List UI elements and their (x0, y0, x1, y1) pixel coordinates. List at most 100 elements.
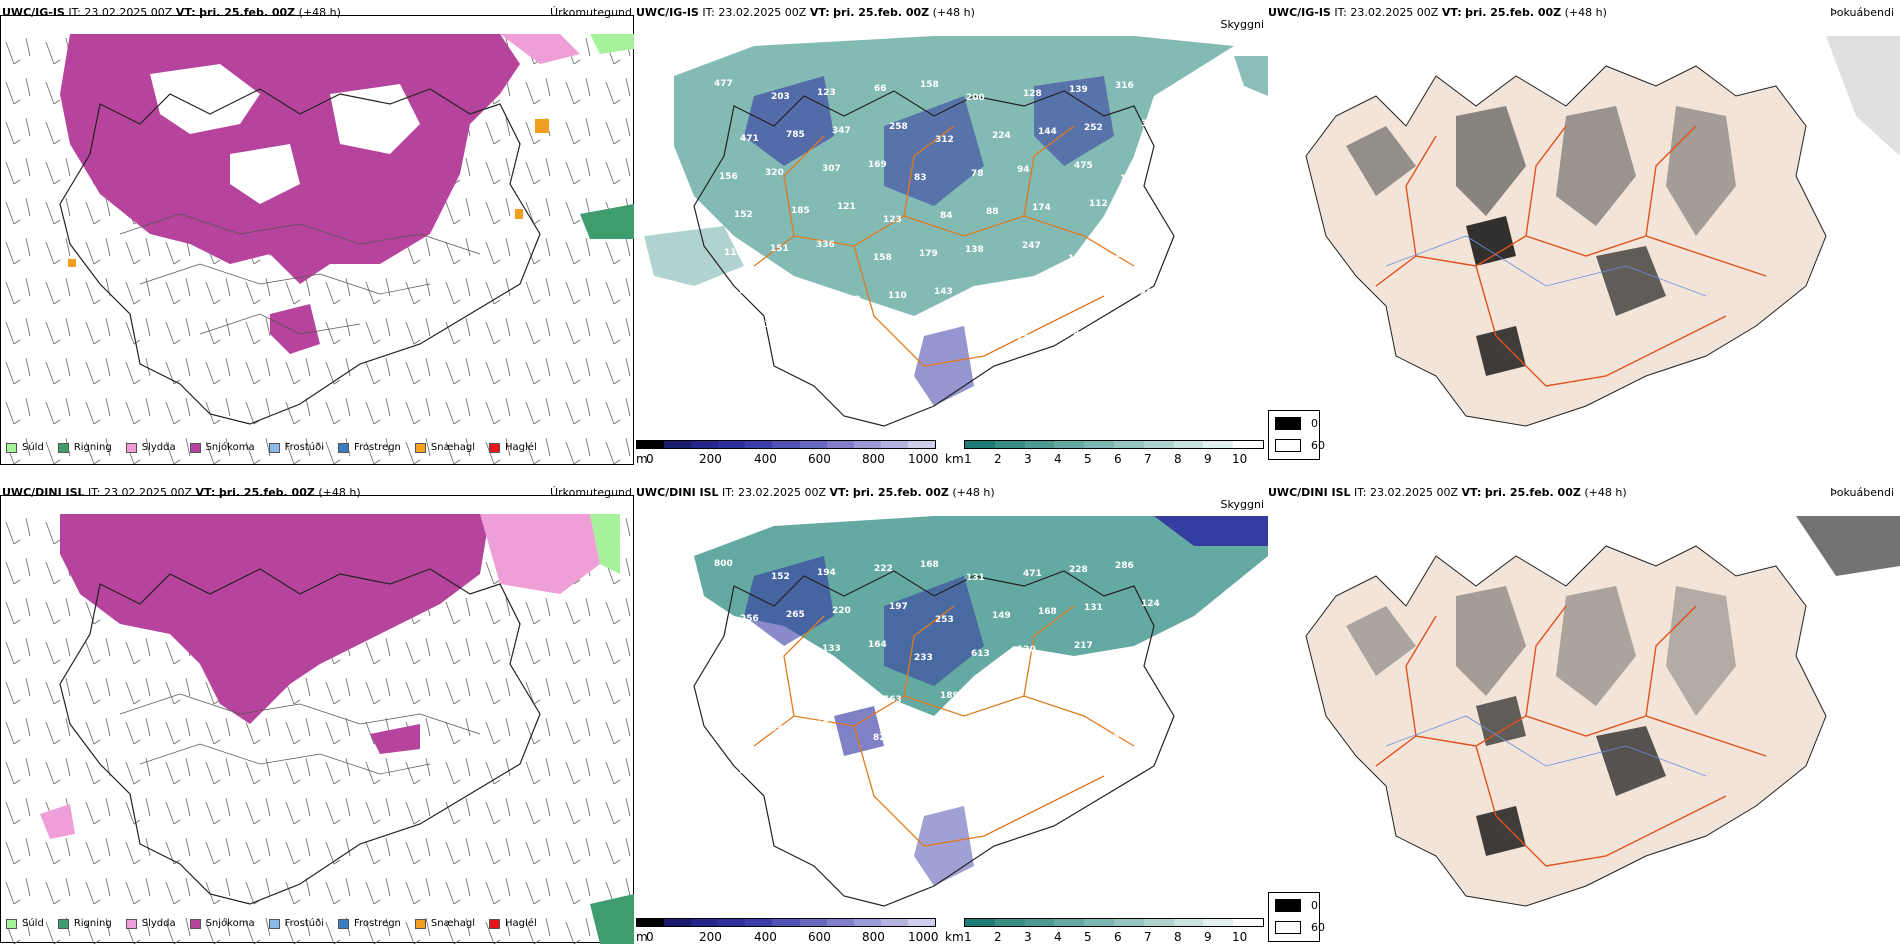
visibility-value: 153 (1037, 279, 1056, 289)
visibility-value: 265 (786, 610, 805, 620)
visibility-value: 233 (914, 653, 933, 663)
visibility-value: 123 (883, 215, 902, 225)
precip-type-map (0, 514, 634, 944)
vt-time: þri. 25.feb. 00Z (852, 486, 949, 499)
terrain-tick: 400 (754, 930, 777, 944)
visibility-value: 179 (919, 249, 938, 259)
fog-legend-swatch-60 (1275, 921, 1301, 934)
visibility-tick: 10 (1232, 930, 1248, 944)
terrain-colorbar (636, 918, 936, 927)
terrain-tick: 0 (646, 930, 654, 944)
visibility-value: 194 (837, 682, 856, 692)
visibility-value: 262 (842, 295, 861, 305)
visibility-value: 253 (935, 615, 954, 625)
it-time: 23.02.2025 00Z (84, 6, 173, 19)
visibility-value: 189 (1120, 654, 1139, 664)
legend-item-snow-pellets: Snæhagl (414, 918, 475, 929)
land-area (1305, 545, 1827, 907)
visibility-value: 152 (1114, 250, 1133, 260)
visibility-value: 118 (724, 248, 743, 258)
precip-legend: Súld Rigning Slydda Snjókoma Frostúði Fr… (6, 918, 537, 929)
visibility-value: 10 (842, 775, 855, 785)
vt-label: VT: (809, 6, 830, 19)
panel-header: UWC/DINI ISL IT: 23.02.2025 00Z VT: þri.… (636, 486, 995, 499)
fog-legend-swatch-0 (1275, 417, 1301, 430)
visibility-tick: 8 (1174, 452, 1182, 466)
vt-label: VT: (175, 6, 196, 19)
visibility-value: 189 (940, 691, 959, 701)
row-2: UWC/DINI ISL IT: 23.02.2025 00Z VT: þri.… (0, 480, 1900, 950)
visibility-value: 131 (1084, 603, 1103, 613)
visibility-tick: 5 (1084, 452, 1092, 466)
terrain-tick: 1000 (908, 452, 939, 466)
legend-item-freezing-rain: Frostregn (338, 442, 401, 453)
low-visibility-area (694, 516, 1268, 716)
visibility-value: 339 (1135, 692, 1154, 702)
visibility-value: 247 (1022, 241, 1041, 251)
fog-legend-label-0: 0 (1311, 899, 1318, 912)
visibility-value: 83 (986, 687, 999, 697)
visibility-map: 800 152 194 222 168 131 471 228 286 256 265 220 197 2… (693, 516, 1268, 907)
it-time: 23.02.2025 00Z (104, 486, 193, 499)
panel-title: Úrkomutegund (550, 486, 632, 499)
visibility-value: 21 (924, 325, 937, 335)
visibility-values: 477 203 123 66 158 200 128 139 316 471 785 347 258 31… (714, 79, 1160, 372)
visibility-value: 220 (832, 606, 851, 616)
visibility-value: 218 (1032, 683, 1051, 693)
visibility-tick: 6 (1114, 930, 1122, 944)
it-label: IT: (68, 6, 81, 19)
visibility-value: 144 (1038, 127, 1057, 137)
it-label: IT: (88, 486, 101, 499)
it-label: IT: (702, 6, 715, 19)
legend-item-drizzle: Súld (6, 918, 44, 929)
fog-index-map (1305, 36, 1900, 427)
model-name: UWC/IG-IS (2, 6, 65, 19)
visibility-value: 94 (1017, 165, 1030, 175)
vt-label: VT: (829, 486, 850, 499)
visibility-value: 269 (1140, 288, 1159, 298)
vt-time: þri. 25.feb. 00Z (1465, 6, 1562, 19)
fog-legend-swatch-60 (1275, 439, 1301, 452)
visibility-value: 800 (714, 559, 733, 569)
visibility-value: 471 (740, 134, 759, 144)
visibility-tick: 9 (1204, 930, 1212, 944)
legend-item-drizzle: Súld (6, 442, 44, 453)
legend-item-freezing-rain: Frostregn (338, 918, 401, 929)
it-time: 23.02.2025 00Z (1370, 486, 1459, 499)
terrain-tick: 200 (699, 452, 722, 466)
visibility-value: 222 (874, 564, 893, 574)
visibility-tick: 6 (1114, 452, 1122, 466)
visibility-map: 477 203 123 66 158 200 128 139 316 471 785 347 258 31… (644, 36, 1268, 427)
visibility-value: 112 (1089, 199, 1108, 209)
precip-legend: Súld Rigning Slydda Snjókoma Frostúði Fr… (6, 442, 537, 453)
fog-legend-swatch-0 (1275, 899, 1301, 912)
panel-title: Skyggni (1220, 18, 1264, 31)
legend-item-rain: Rigning (57, 442, 112, 453)
visibility-value: 123 (817, 88, 836, 98)
visibility-value: 88 (986, 207, 999, 217)
visibility-value: 84 (1073, 330, 1086, 340)
lead-time: (+48 h) (1584, 486, 1627, 499)
terrain-tick: 800 (862, 930, 885, 944)
visibility-value: 182 (1068, 254, 1087, 264)
precip-type-panel: UWC/DINI ISL IT: 23.02.2025 00Z VT: þri.… (0, 480, 636, 950)
visibility-value: 168 (1038, 607, 1057, 617)
visibility-value: 380 (1141, 119, 1160, 129)
visibility-value: 536 (770, 724, 789, 734)
visibility-value: 477 (714, 79, 733, 89)
visibility-unit: km (945, 930, 964, 944)
visibility-value: 78 (971, 169, 984, 179)
visibility-value: 320 (765, 168, 784, 178)
row-1: UWC/IG-IS IT: 23.02.2025 00Z VT: þri. 25… (0, 6, 1900, 466)
panel-title: Þokuábendi (1830, 6, 1894, 19)
legend-item-freezing-drizzle: Frostúði (268, 442, 324, 453)
fog-legend: 0 60 (1268, 410, 1325, 460)
visibility-value: 613 (971, 649, 990, 659)
visibility-value: 228 (1069, 565, 1088, 575)
visibility-value: 57 (1083, 292, 1096, 302)
roads (1375, 605, 1767, 867)
it-label: IT: (1354, 486, 1367, 499)
visibility-tick: 1 (964, 930, 972, 944)
visibility-value: 165 (1089, 679, 1108, 689)
visibility-value: 82 (873, 733, 886, 743)
